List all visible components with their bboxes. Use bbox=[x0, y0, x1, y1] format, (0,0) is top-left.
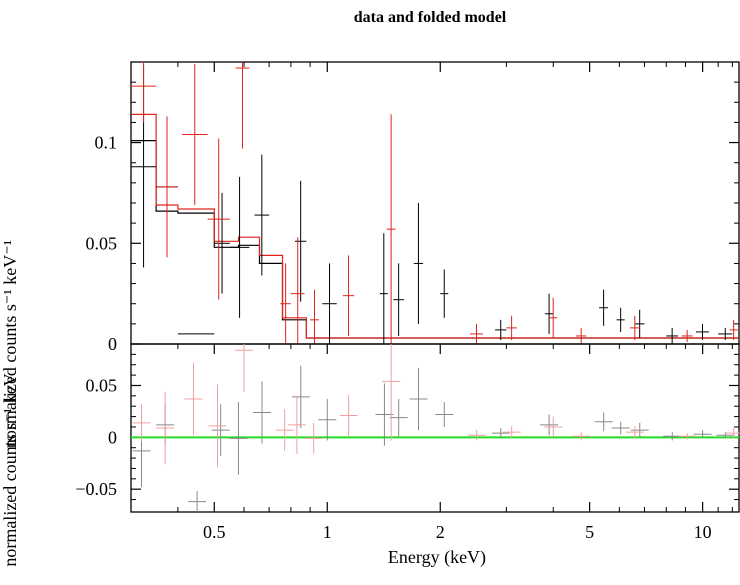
spectrum-x-ticks bbox=[130, 62, 733, 72]
residual-panel-frame bbox=[130, 343, 740, 513]
x-tick-label: 0.5 bbox=[203, 522, 226, 542]
residual-panel: −0.05 0 0.05 normalized counts s⁻¹ keV bbox=[0, 343, 740, 567]
residual-points bbox=[132, 344, 740, 512]
spectrum-panel: 0 0.05 0.1 normalized counts s⁻¹ keV⁻¹ bbox=[0, 61, 740, 448]
y-tick-label: −0.05 bbox=[75, 479, 117, 499]
spectrum-y-ticks: 0 0.05 0.1 bbox=[86, 61, 739, 354]
data-points bbox=[131, 62, 738, 344]
y-tick-label: 0 bbox=[108, 334, 117, 354]
y-tick-label: 0 bbox=[108, 427, 117, 447]
x-tick-label: 5 bbox=[585, 522, 594, 542]
y-tick-label: 0.05 bbox=[86, 375, 118, 395]
x-tick-label: 10 bbox=[694, 522, 712, 542]
residual-y-ticks: −0.05 0 0.05 bbox=[75, 353, 739, 501]
residual-x-ticks bbox=[130, 344, 733, 512]
x-tick-label: 2 bbox=[436, 522, 445, 542]
y-tick-label: 0.05 bbox=[86, 233, 118, 253]
y-axis-label-bottom: normalized counts s⁻¹ keV bbox=[0, 373, 20, 566]
y-tick-label: 0.1 bbox=[95, 133, 118, 153]
x-tick-label: 1 bbox=[323, 522, 332, 542]
chart-title: data and folded model bbox=[354, 9, 507, 26]
x-tick-labels: 0.5 1 2 5 10 bbox=[203, 522, 712, 542]
y-axis-label-top: normalized counts s⁻¹ keV⁻¹ bbox=[0, 240, 20, 448]
x-axis-label: Energy (keV) bbox=[388, 547, 486, 568]
